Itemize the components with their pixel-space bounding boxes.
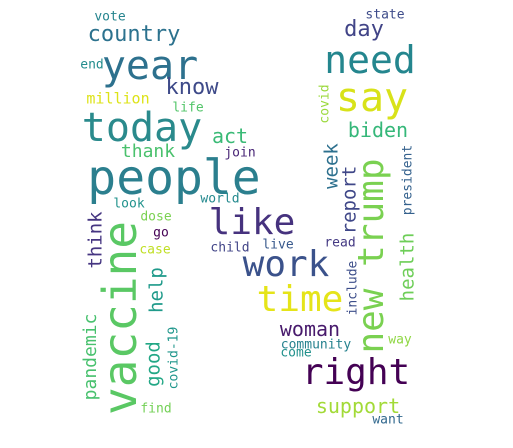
word-help: help <box>145 267 168 313</box>
word-vote: vote <box>94 9 126 25</box>
word-include: include <box>345 260 361 316</box>
word-dose: dose <box>140 209 172 225</box>
word-time: time <box>256 279 344 320</box>
word-read: read <box>324 235 356 251</box>
word-state: state <box>365 7 405 23</box>
word-come: come <box>280 345 312 361</box>
word-world: world <box>200 191 240 207</box>
word-report: report <box>338 165 361 235</box>
word-million: million <box>86 89 150 108</box>
word-live: live <box>262 237 294 253</box>
word-say: say <box>335 75 409 121</box>
word-president: president <box>400 144 416 216</box>
word-look: look <box>113 196 145 212</box>
word-covid: covid <box>317 84 333 124</box>
word-good: good <box>142 341 165 387</box>
word-health: health <box>396 232 419 302</box>
word-community: community <box>280 337 352 353</box>
word-country: country <box>87 22 181 47</box>
word-way: way <box>388 332 412 348</box>
word-end: end <box>80 57 104 73</box>
word-today: today <box>81 105 203 151</box>
word-pandemic: pandemic <box>80 313 101 401</box>
word-thank: thank <box>120 141 176 162</box>
word-find: find <box>140 401 172 417</box>
word-know: know <box>165 75 219 100</box>
word-biden: biden <box>347 118 409 142</box>
word-go: go <box>153 225 169 241</box>
word-right: right <box>301 352 411 393</box>
word-case: case <box>139 242 171 258</box>
word-work: work <box>242 244 330 285</box>
word-support: support <box>315 394 401 418</box>
word-like: like <box>208 202 296 243</box>
word-need: need <box>324 38 416 82</box>
word-year: year <box>101 43 199 89</box>
word-join: join <box>224 145 256 161</box>
word-child: child <box>210 240 250 256</box>
word-woman: woman <box>279 317 341 341</box>
word-day: day <box>344 17 384 42</box>
word-act: act <box>211 124 249 148</box>
word-covid-19: covid-19 <box>166 326 182 390</box>
word-life: life <box>172 100 204 116</box>
word-week: week <box>320 143 343 189</box>
word-think: think <box>84 211 107 269</box>
word-want: want <box>372 412 404 428</box>
word-people: people <box>87 150 261 206</box>
